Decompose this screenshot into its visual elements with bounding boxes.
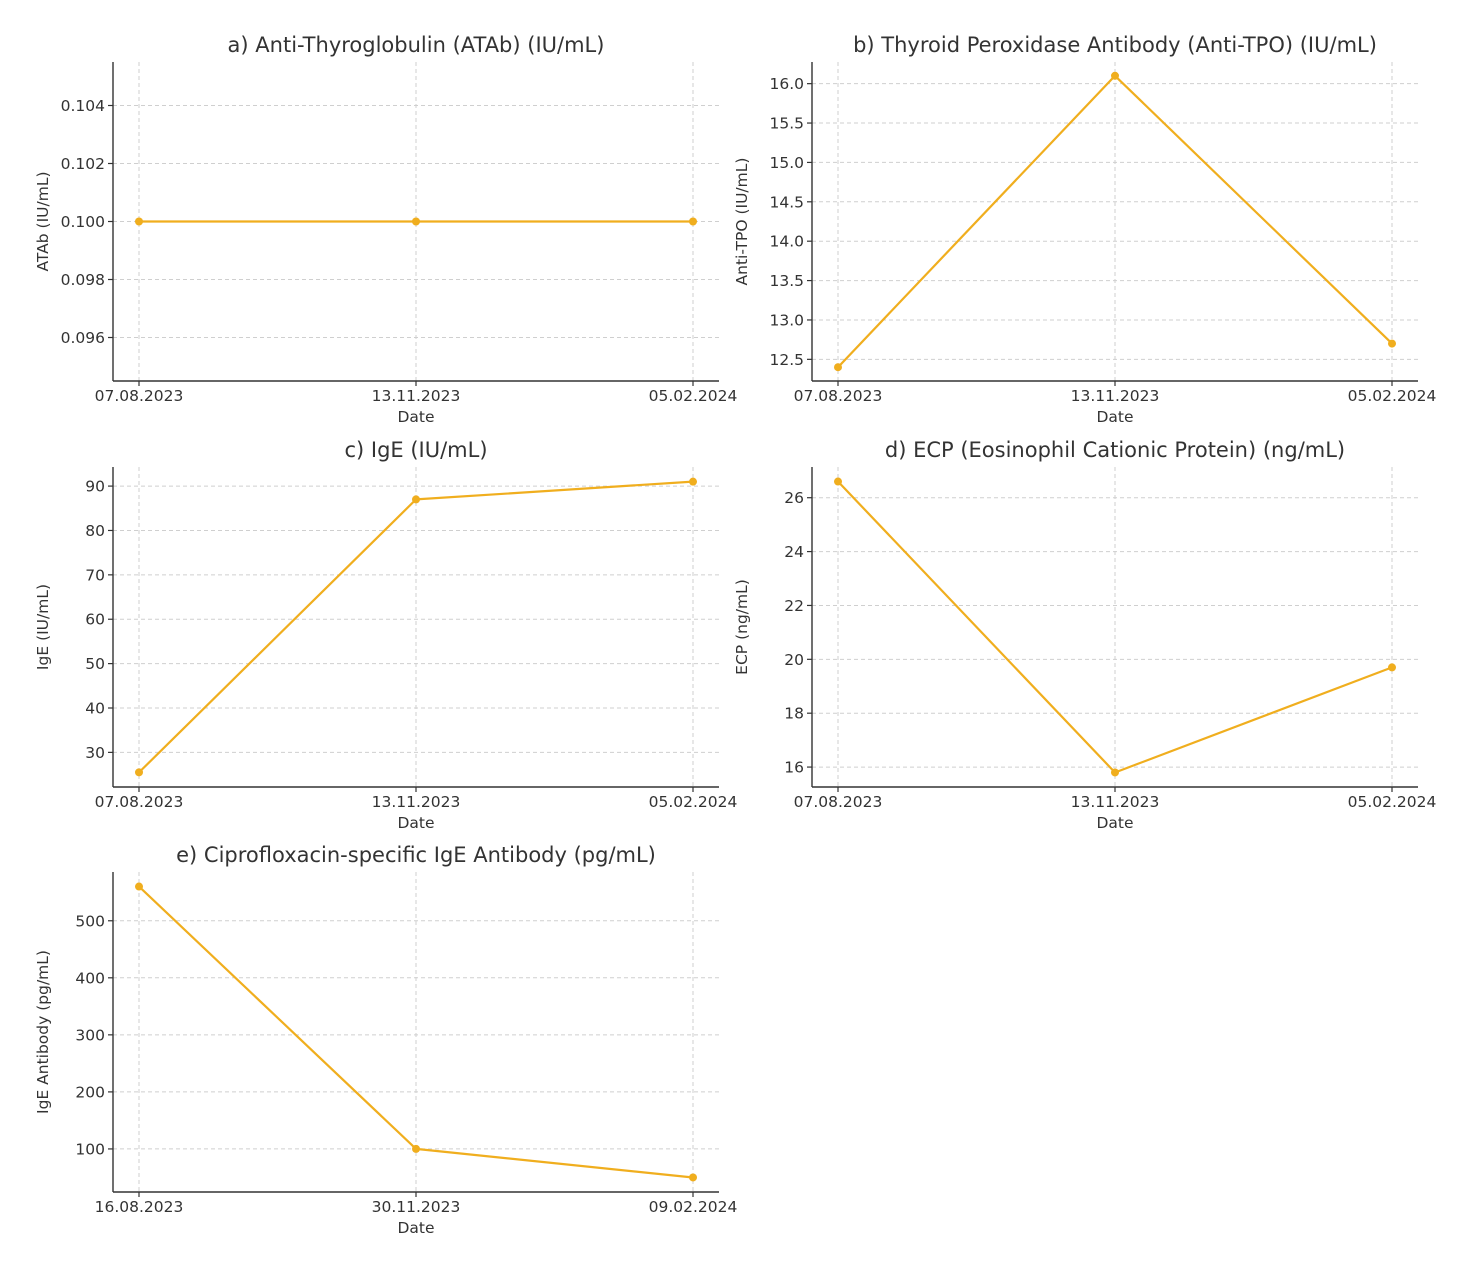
data-point — [689, 477, 697, 486]
y-tick-label: 70 — [85, 566, 105, 584]
y-tick-label: 16.0 — [769, 75, 804, 93]
data-point — [1111, 768, 1119, 777]
y-tick-label: 300 — [75, 1026, 105, 1044]
y-tick-label: 400 — [75, 969, 105, 987]
chart-e: 16.08.2023 30.11.2023 09.02.2024 100 200 300 4… — [34, 843, 737, 1237]
y-axis-label: Anti-TPO (IU/mL) — [733, 158, 751, 286]
y-axis-label: IgE Antibody (pg/mL) — [34, 950, 52, 1114]
x-tick-label: 16.08.2023 — [95, 1198, 184, 1216]
data-point — [834, 363, 842, 372]
y-tick-label: 18 — [784, 705, 804, 723]
chart-d: 07.08.2023 13.11.2023 05.02.2024 16 18 20 22 24… — [733, 438, 1436, 832]
chart-b: 07.08.2023 13.11.2023 05.02.2024 12.5 13.0 13… — [733, 33, 1436, 426]
x-tick-label: 05.02.2024 — [1348, 387, 1437, 405]
x-axis-label: Date — [397, 1219, 434, 1237]
data-point — [412, 495, 420, 504]
y-tick-label: 40 — [85, 699, 105, 717]
x-tick-label: 07.08.2023 — [95, 793, 184, 811]
x-tick-label: 07.08.2023 — [95, 387, 184, 405]
x-tick-label: 05.02.2024 — [1348, 793, 1437, 811]
y-axis-label: ECP (ng/mL) — [733, 579, 751, 675]
y-axis-label: ATAb (IU/mL) — [34, 171, 52, 271]
chart-a: 07.08.2023 13.11.2023 05.02.2024 0.096 0.098… — [34, 33, 737, 426]
chart-title: c) IgE (IU/mL) — [344, 438, 487, 462]
chart-title: d) ECP (Eosinophil Cationic Protein) (ng… — [885, 438, 1345, 462]
y-tick-label: 200 — [75, 1083, 105, 1101]
data-point — [1388, 339, 1396, 348]
y-tick-label: 0.104 — [61, 97, 105, 115]
y-tick-label: 100 — [75, 1140, 105, 1158]
data-point — [135, 882, 143, 891]
x-tick-label: 13.11.2023 — [372, 793, 461, 811]
y-tick-label: 90 — [85, 478, 105, 496]
y-tick-label: 26 — [784, 489, 804, 507]
y-tick-label: 15.0 — [769, 154, 804, 172]
data-point — [834, 477, 842, 486]
x-tick-label: 05.02.2024 — [649, 387, 738, 405]
y-tick-label: 13.5 — [769, 272, 804, 290]
data-point — [689, 217, 697, 226]
y-tick-label: 0.100 — [61, 213, 105, 231]
data-point — [135, 768, 143, 777]
x-tick-label: 09.02.2024 — [649, 1198, 738, 1216]
x-axis-label: Date — [397, 814, 434, 832]
x-tick-label: 30.11.2023 — [372, 1198, 461, 1216]
x-tick-label: 13.11.2023 — [1071, 793, 1160, 811]
data-point — [1388, 663, 1396, 672]
y-tick-label: 0.096 — [61, 329, 105, 347]
x-axis-label: Date — [397, 408, 434, 426]
y-tick-label: 0.098 — [61, 271, 105, 289]
x-tick-label: 13.11.2023 — [372, 387, 461, 405]
y-tick-label: 500 — [75, 912, 105, 930]
x-tick-label: 07.08.2023 — [794, 793, 883, 811]
y-tick-label: 20 — [784, 651, 804, 669]
data-point — [1111, 71, 1119, 80]
y-tick-label: 30 — [85, 744, 105, 762]
x-tick-label: 05.02.2024 — [649, 793, 738, 811]
data-point — [412, 217, 420, 226]
y-axis-label: IgE (IU/mL) — [34, 584, 52, 670]
chart-title: a) Anti-Thyroglobulin (ATAb) (IU/mL) — [228, 33, 605, 57]
y-tick-label: 12.5 — [769, 351, 804, 369]
y-tick-label: 15.5 — [769, 115, 804, 133]
y-tick-label: 50 — [85, 655, 105, 673]
y-tick-label: 16 — [784, 759, 804, 777]
data-point — [412, 1144, 420, 1153]
data-point — [689, 1173, 697, 1182]
chart-title: b) Thyroid Peroxidase Antibody (Anti-TPO… — [853, 33, 1377, 57]
y-tick-label: 0.102 — [61, 155, 105, 173]
x-axis-label: Date — [1096, 814, 1133, 832]
y-tick-label: 60 — [85, 611, 105, 629]
x-tick-label: 13.11.2023 — [1071, 387, 1160, 405]
data-point — [135, 217, 143, 226]
chart-c: 07.08.2023 13.11.2023 05.02.2024 30 40 50 60 70… — [34, 438, 737, 832]
y-tick-label: 14.5 — [769, 193, 804, 211]
y-tick-label: 13.0 — [769, 311, 804, 329]
x-axis-label: Date — [1096, 408, 1133, 426]
y-tick-label: 24 — [784, 543, 804, 561]
y-tick-label: 14.0 — [769, 233, 804, 251]
y-tick-label: 22 — [784, 597, 804, 615]
y-tick-label: 80 — [85, 522, 105, 540]
chart-title: e) Ciprofloxacin-specific IgE Antibody (… — [176, 843, 656, 867]
x-tick-label: 07.08.2023 — [794, 387, 883, 405]
